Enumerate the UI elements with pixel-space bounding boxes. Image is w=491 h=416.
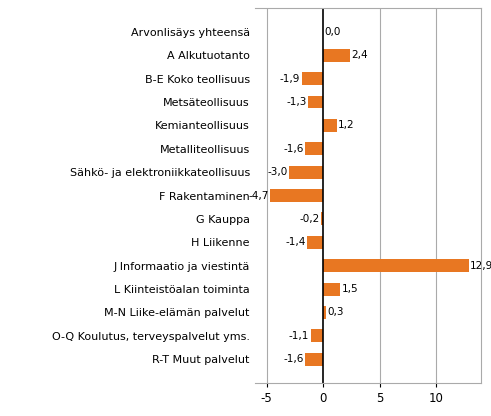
Text: 0,3: 0,3 xyxy=(328,307,344,317)
Text: 2,4: 2,4 xyxy=(352,50,368,60)
Bar xyxy=(323,49,350,62)
Bar xyxy=(323,259,469,272)
Bar xyxy=(301,72,323,85)
Bar xyxy=(307,236,323,249)
Text: -1,6: -1,6 xyxy=(283,144,303,154)
Text: -4,7: -4,7 xyxy=(248,191,269,201)
Bar xyxy=(270,189,323,202)
Bar xyxy=(323,306,327,319)
Text: -1,9: -1,9 xyxy=(280,74,300,84)
Text: -1,4: -1,4 xyxy=(286,237,306,247)
Bar xyxy=(321,213,323,225)
Bar xyxy=(323,119,337,132)
Bar xyxy=(289,166,323,178)
Text: -0,2: -0,2 xyxy=(299,214,320,224)
Text: 12,9: 12,9 xyxy=(470,261,491,271)
Bar xyxy=(305,353,323,366)
Text: 1,2: 1,2 xyxy=(338,120,355,130)
Text: -3,0: -3,0 xyxy=(268,167,288,177)
Bar xyxy=(308,96,323,109)
Text: -1,1: -1,1 xyxy=(289,331,309,341)
Text: -1,6: -1,6 xyxy=(283,354,303,364)
Text: 0,0: 0,0 xyxy=(325,27,341,37)
Bar xyxy=(305,142,323,155)
Text: -1,3: -1,3 xyxy=(287,97,307,107)
Bar xyxy=(323,282,340,295)
Bar xyxy=(311,329,323,342)
Text: 1,5: 1,5 xyxy=(341,284,358,294)
